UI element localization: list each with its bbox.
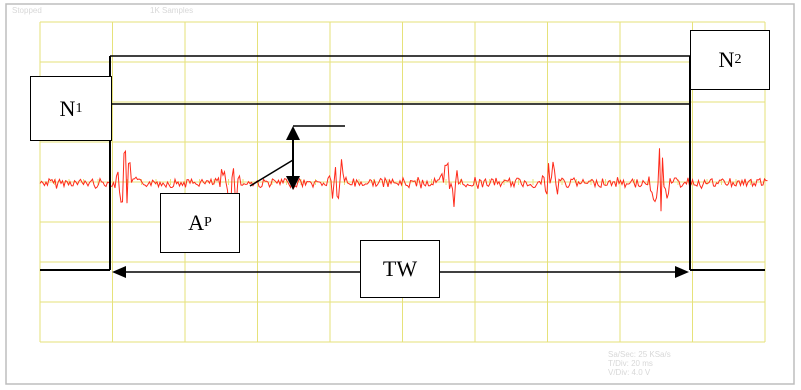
label-ap-base: A (188, 210, 205, 235)
label-n1-base: N (59, 95, 76, 121)
readout-line-3: V/Div: 4.0 V (608, 368, 651, 377)
ap-leader-line (249, 159, 294, 187)
ap-arrow-down-head (286, 176, 300, 190)
scope-status-stopped: Stopped (12, 6, 42, 15)
label-tw: TW (360, 240, 440, 298)
label-n2-sub: 2 (734, 52, 742, 67)
tw-arrow-left-head (112, 266, 126, 278)
scope-readout: Sa/Sec: 25 KSa/s T/Div: 20 ms V/Div: 4.0… (608, 350, 671, 377)
label-n1-sub: 1 (75, 100, 83, 116)
readout-line-2: T/Div: 20 ms (608, 359, 653, 368)
ap-arrow-up-head (286, 126, 300, 140)
scope-status-samples: 1K Samples (150, 6, 194, 15)
label-ap-sub: P (204, 215, 212, 230)
signal-polyline (39, 148, 768, 215)
signal-trace (39, 148, 768, 215)
label-n2-base: N (718, 47, 735, 72)
label-tw-text: TW (382, 256, 418, 281)
frame-border (5, 3, 795, 385)
readout-line-1: Sa/Sec: 25 KSa/s (608, 350, 671, 359)
tw-arrow-right-head (675, 266, 689, 278)
